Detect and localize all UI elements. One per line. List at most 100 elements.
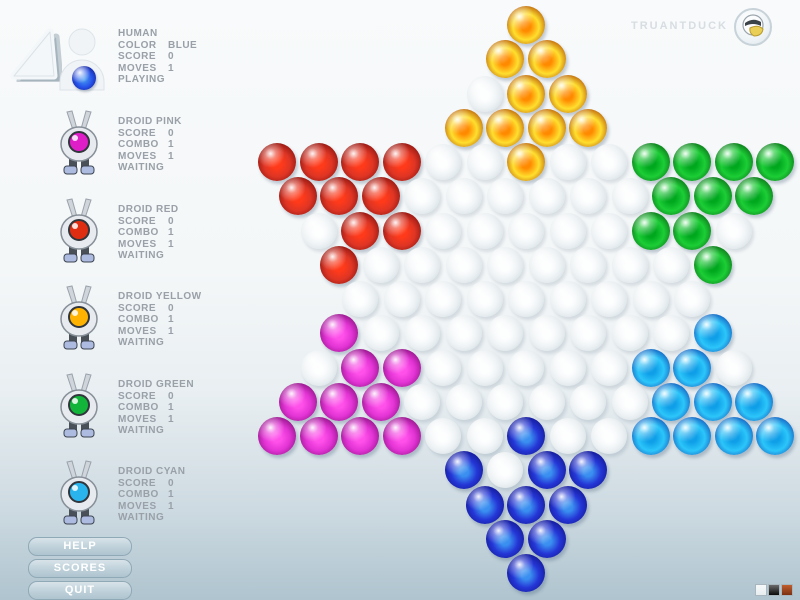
marble-cyan[interactable] (631, 417, 670, 455)
board-hole[interactable] (425, 281, 461, 317)
marble-blue[interactable] (507, 554, 545, 592)
marble-green[interactable] (756, 143, 794, 181)
scores-button[interactable]: SCORES (28, 559, 132, 578)
marble-magenta[interactable] (320, 314, 359, 353)
board-hole[interactable] (425, 349, 461, 386)
board-hole[interactable] (570, 246, 607, 283)
marble-green[interactable] (631, 143, 670, 181)
board-hole[interactable] (362, 315, 399, 352)
board-hole[interactable] (404, 315, 441, 352)
board-hole[interactable] (487, 315, 524, 352)
marble-green[interactable] (673, 143, 711, 181)
marble-magenta[interactable] (278, 382, 317, 421)
marble-blue[interactable] (486, 519, 525, 558)
board-hole[interactable] (445, 178, 482, 215)
board-hole[interactable] (632, 281, 669, 317)
board-hole[interactable] (528, 383, 565, 420)
board-hole[interactable] (528, 178, 565, 215)
board-hole[interactable] (549, 349, 586, 386)
board-hole[interactable] (570, 178, 607, 215)
marble-cyan[interactable] (714, 417, 753, 455)
board-hole[interactable] (342, 281, 378, 317)
marble-magenta[interactable] (361, 382, 400, 421)
board-hole[interactable] (362, 246, 399, 283)
marble-green[interactable] (693, 245, 732, 284)
marble-magenta[interactable] (382, 348, 421, 387)
marble-yellow[interactable] (507, 74, 545, 113)
board-hole[interactable] (549, 212, 586, 249)
board-hole[interactable] (383, 281, 420, 317)
marble-red[interactable] (299, 143, 338, 181)
board-hole[interactable] (591, 144, 627, 180)
marble-yellow[interactable] (507, 6, 545, 44)
quit-button[interactable]: QUIT (28, 581, 132, 600)
marble-red[interactable] (382, 211, 421, 250)
marble-cyan[interactable] (735, 382, 774, 421)
board-hole[interactable] (425, 418, 461, 454)
board-hole[interactable] (466, 212, 503, 249)
marble-cyan[interactable] (693, 314, 732, 353)
marble-magenta[interactable] (299, 417, 338, 455)
marble-green[interactable] (631, 211, 670, 250)
board-hole[interactable] (404, 178, 441, 215)
marble-cyan[interactable] (631, 348, 670, 387)
board-hole[interactable] (445, 315, 482, 352)
marble-magenta[interactable] (341, 348, 379, 387)
marble-yellow[interactable] (527, 108, 566, 147)
marble-blue[interactable] (569, 451, 608, 490)
board-hole[interactable] (425, 144, 461, 180)
board-hole[interactable] (445, 383, 482, 420)
marble-blue[interactable] (507, 485, 545, 524)
board-hole[interactable] (487, 246, 524, 283)
marble-blue[interactable] (444, 451, 483, 490)
board-hole[interactable] (528, 315, 565, 352)
board-hole[interactable] (508, 281, 544, 317)
board-hole[interactable] (653, 315, 690, 352)
board-hole[interactable] (466, 418, 503, 454)
board-hole[interactable] (715, 349, 752, 386)
marble-red[interactable] (382, 143, 421, 181)
marble-yellow[interactable] (507, 143, 545, 181)
marble-magenta[interactable] (382, 417, 421, 455)
marble-cyan[interactable] (756, 417, 794, 455)
marble-red[interactable] (320, 177, 359, 216)
marble-blue[interactable] (527, 451, 566, 490)
board-hole[interactable] (653, 246, 690, 283)
marble-blue[interactable] (548, 485, 587, 524)
board-hole[interactable] (570, 315, 607, 352)
marble-green[interactable] (652, 177, 691, 216)
board-hole[interactable] (508, 212, 544, 249)
marble-cyan[interactable] (673, 348, 711, 387)
board-hole[interactable] (570, 383, 607, 420)
board-hole[interactable] (466, 349, 503, 386)
marble-green[interactable] (735, 177, 774, 216)
board-hole[interactable] (487, 452, 524, 489)
board-hole[interactable] (404, 383, 441, 420)
marble-yellow[interactable] (444, 108, 483, 147)
board-hole[interactable] (591, 212, 627, 249)
board-hole[interactable] (611, 246, 648, 283)
board-hole[interactable] (715, 212, 752, 249)
marble-red[interactable] (278, 177, 317, 216)
marble-blue[interactable] (507, 417, 545, 455)
marble-yellow[interactable] (486, 40, 525, 79)
board-hole[interactable] (549, 144, 586, 180)
board-hole[interactable] (591, 349, 627, 386)
board-hole[interactable] (508, 349, 544, 386)
marble-red[interactable] (320, 245, 359, 284)
board-hole[interactable] (466, 281, 503, 317)
board-hole[interactable] (591, 418, 627, 454)
help-button[interactable]: HELP (28, 537, 132, 556)
board-hole[interactable] (425, 212, 461, 249)
board-hole[interactable] (466, 144, 503, 180)
marble-cyan[interactable] (652, 382, 691, 421)
marble-blue[interactable] (465, 485, 504, 524)
board-hole[interactable] (466, 75, 503, 112)
marble-red[interactable] (258, 143, 296, 181)
marble-blue[interactable] (527, 519, 566, 558)
marble-magenta[interactable] (258, 417, 296, 455)
board-hole[interactable] (487, 383, 524, 420)
marble-magenta[interactable] (341, 417, 379, 455)
board-hole[interactable] (528, 246, 565, 283)
board-hole[interactable] (404, 246, 441, 283)
